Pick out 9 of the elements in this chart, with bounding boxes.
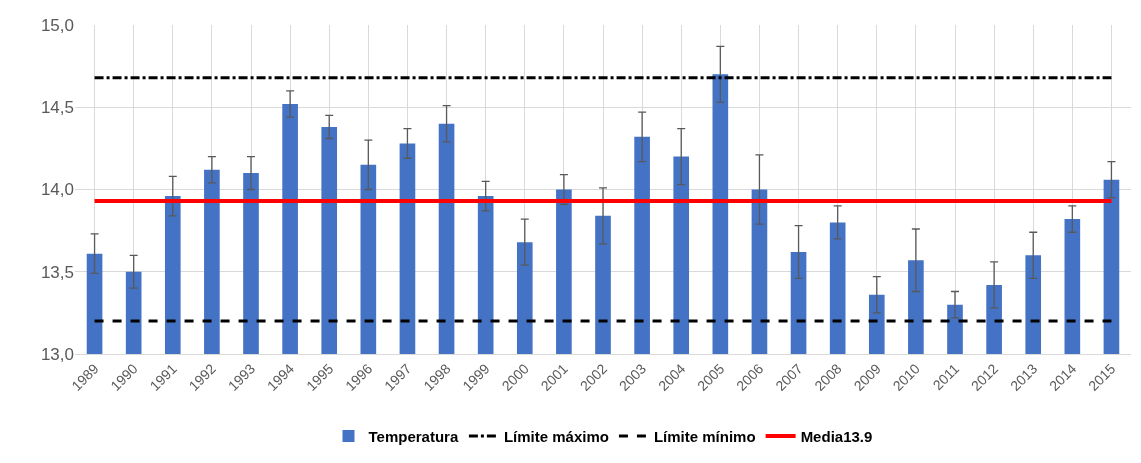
y-tick-label: 14,0 (40, 180, 74, 200)
legend-label: Media13.9 (800, 427, 873, 445)
legend-label: Límite mínimo (653, 427, 756, 445)
y-tick-label: 13,0 (40, 344, 74, 364)
y-tick-label: 14,5 (40, 98, 74, 118)
legend-label: Límite máximo (503, 427, 609, 445)
y-tick-label: 13,5 (40, 262, 74, 282)
legend-label: Temperatura (368, 427, 459, 445)
y-tick-label: 15,0 (40, 15, 74, 35)
